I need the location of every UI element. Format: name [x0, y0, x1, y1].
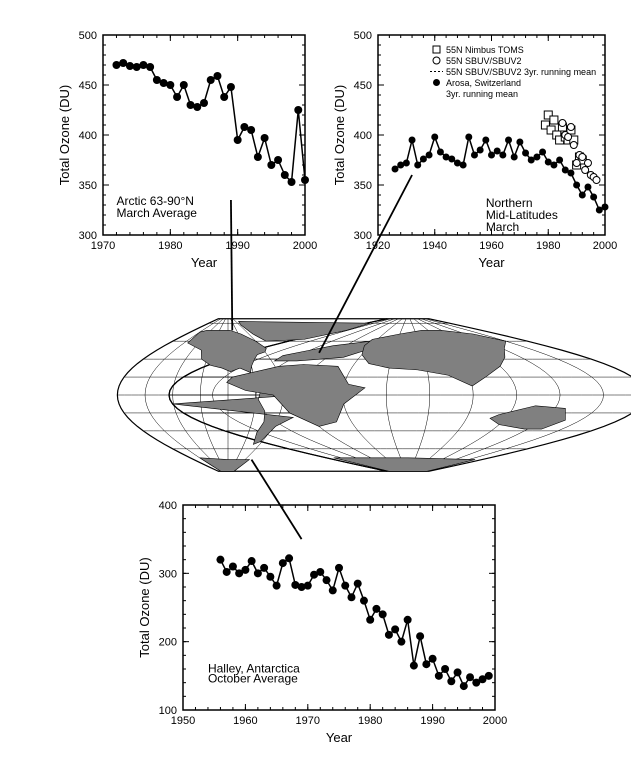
svg-text:55N Nimbus TOMS: 55N Nimbus TOMS	[446, 45, 524, 55]
world-map-goode	[117, 319, 631, 472]
svg-text:200: 200	[159, 637, 177, 649]
svg-text:500: 500	[79, 30, 97, 42]
svg-text:1970: 1970	[296, 715, 320, 727]
svg-text:400: 400	[79, 130, 97, 142]
svg-text:October Average: October Average	[208, 672, 298, 686]
svg-text:400: 400	[354, 130, 372, 142]
svg-text:500: 500	[354, 30, 372, 42]
svg-text:100: 100	[159, 705, 177, 717]
svg-text:300: 300	[79, 230, 97, 242]
svg-text:1980: 1980	[536, 240, 560, 252]
svg-text:Year: Year	[478, 255, 505, 270]
svg-text:1980: 1980	[158, 240, 182, 252]
chart-halley: 195019601970198019902000100200300400Year…	[137, 500, 507, 745]
svg-text:450: 450	[79, 80, 97, 92]
svg-text:55N SBUV/SBUV2 3yr. running me: 55N SBUV/SBUV2 3yr. running mean	[446, 67, 596, 77]
svg-text:2000: 2000	[483, 715, 507, 727]
svg-text:300: 300	[354, 230, 372, 242]
svg-text:1980: 1980	[358, 715, 382, 727]
svg-text:55N SBUV/SBUV2: 55N SBUV/SBUV2	[446, 56, 522, 66]
svg-text:1940: 1940	[423, 240, 447, 252]
svg-text:1960: 1960	[233, 715, 257, 727]
svg-text:450: 450	[354, 80, 372, 92]
svg-text:2000: 2000	[293, 240, 317, 252]
svg-text:1990: 1990	[420, 715, 444, 727]
svg-text:1990: 1990	[225, 240, 249, 252]
svg-text:350: 350	[79, 180, 97, 192]
svg-text:March: March	[486, 220, 519, 234]
svg-text:March Average: March Average	[116, 206, 197, 220]
svg-text:350: 350	[354, 180, 372, 192]
chart-midlatitudes: 19201940196019802000300350400450500YearT…	[332, 30, 617, 270]
svg-text:Arosa, Switzerland: Arosa, Switzerland	[446, 78, 521, 88]
svg-text:3yr. running mean: 3yr. running mean	[446, 89, 518, 99]
svg-text:2000: 2000	[593, 240, 617, 252]
svg-text:Total Ozone (DU): Total Ozone (DU)	[57, 85, 72, 185]
svg-text:300: 300	[159, 568, 177, 580]
svg-text:Total Ozone (DU): Total Ozone (DU)	[137, 557, 152, 657]
svg-text:Year: Year	[326, 730, 353, 745]
svg-text:Year: Year	[191, 255, 218, 270]
svg-text:400: 400	[159, 500, 177, 512]
svg-text:Total Ozone (DU): Total Ozone (DU)	[332, 85, 347, 185]
svg-text:1960: 1960	[479, 240, 503, 252]
chart-arctic: 1970198019902000300350400450500YearTotal…	[57, 30, 317, 270]
